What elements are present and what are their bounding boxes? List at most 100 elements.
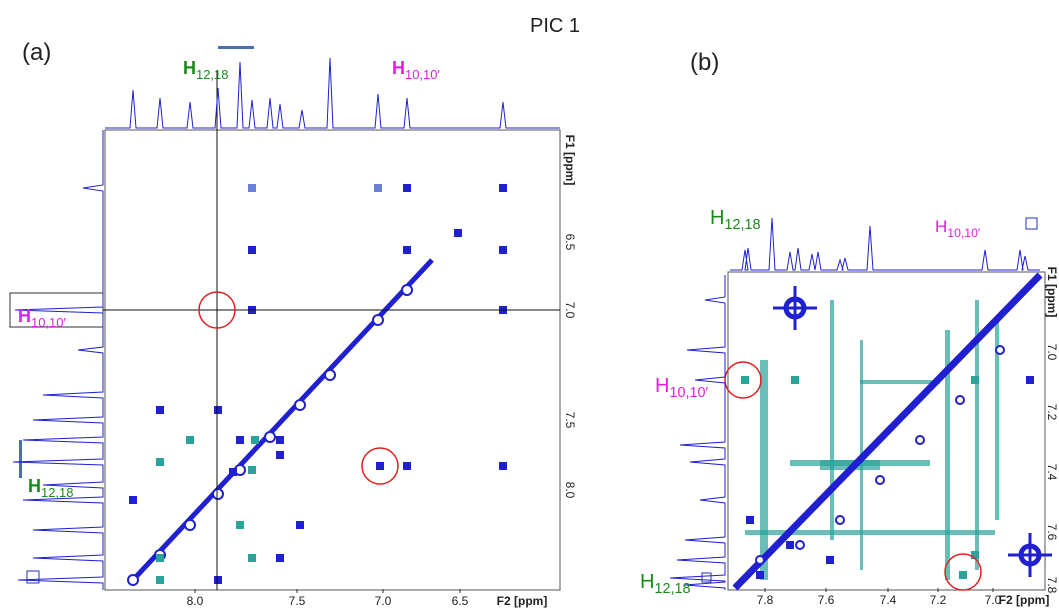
spectrum-1d xyxy=(12,130,104,590)
cross-peak xyxy=(826,556,834,564)
y-tick-label: 7.4 xyxy=(1045,464,1059,481)
cross-peak xyxy=(236,436,244,444)
marker xyxy=(218,46,254,49)
peak-label: H10,10′ xyxy=(655,375,708,401)
cross-peak xyxy=(248,554,256,562)
spectrum-1d xyxy=(730,217,1040,271)
cross-peak xyxy=(499,184,507,192)
diag-peak xyxy=(264,431,276,443)
cross-peak xyxy=(499,462,507,470)
panel-label: (b) xyxy=(690,49,719,76)
peak-label: H10,10′ xyxy=(18,306,66,330)
y-tick-label: 7.0 xyxy=(1045,344,1059,361)
diag-peak xyxy=(372,314,384,326)
cross-peak xyxy=(276,451,284,459)
cross-peak xyxy=(1018,543,1042,567)
label-base: H xyxy=(640,571,654,593)
cross-peak xyxy=(276,554,284,562)
marker xyxy=(19,440,22,478)
cross-peak xyxy=(214,576,222,584)
cross-peak xyxy=(229,468,237,476)
diag-peak xyxy=(875,475,885,485)
peak-label: H12,18 xyxy=(183,58,228,82)
cross-peak xyxy=(214,406,222,414)
cross-peak xyxy=(971,551,979,559)
diag-peak xyxy=(795,540,805,550)
noise xyxy=(945,330,950,580)
cross-peak xyxy=(1008,533,1052,577)
cross-peak xyxy=(129,496,137,504)
diag-peak xyxy=(184,519,196,531)
label-base: H xyxy=(183,58,196,78)
axis-title: F1 [ppm] xyxy=(563,135,577,186)
x-tick-label: 7.5 xyxy=(289,594,306,608)
y-tick-label: 7.0 xyxy=(563,302,577,319)
y-tick-label: 6.5 xyxy=(563,234,577,251)
cross-peak xyxy=(156,576,164,584)
cross-peak xyxy=(248,246,256,254)
cross-peak xyxy=(374,184,382,192)
cross-peak xyxy=(454,229,462,237)
figure-title: PIC 1 xyxy=(530,15,580,37)
cross-peak xyxy=(786,541,794,549)
label-base: H xyxy=(28,476,41,496)
label-base: H xyxy=(710,207,724,229)
axis-title: F2 [ppm] xyxy=(497,594,548,608)
highlight xyxy=(944,553,982,591)
cross-peak xyxy=(741,376,749,384)
label-sub: 10,10′ xyxy=(405,67,440,82)
icon xyxy=(26,570,40,584)
noise xyxy=(975,300,979,570)
cross-peak xyxy=(403,462,411,470)
highlight xyxy=(724,361,762,399)
cross-peak xyxy=(499,246,507,254)
diag-peak xyxy=(212,488,224,500)
diag-peak xyxy=(324,369,336,381)
cross-peak xyxy=(773,286,817,330)
y-tick-label: 7.8 xyxy=(1045,577,1059,594)
cross-peak xyxy=(248,184,256,192)
cross-peak xyxy=(783,296,807,320)
plot-frame xyxy=(727,271,1046,591)
peak-label: H12,18 xyxy=(710,207,760,233)
label-sub: 12,18 xyxy=(41,485,73,500)
cross-peak xyxy=(236,521,244,529)
x-tick-label: 6.5 xyxy=(452,594,469,608)
cross-peak xyxy=(403,246,411,254)
cross-peak xyxy=(403,184,411,192)
cross-peak xyxy=(186,436,194,444)
cross-peak xyxy=(296,521,304,529)
noise xyxy=(995,320,999,520)
spectrum-1d xyxy=(669,275,726,590)
cross-peaks xyxy=(127,184,507,586)
y-tick-label: 7.5 xyxy=(563,412,577,429)
x-tick-label: 7.4 xyxy=(880,593,897,607)
label-sub: 10,10′ xyxy=(31,315,66,330)
cross-peak xyxy=(156,458,164,466)
x-tick-label: 8.0 xyxy=(187,594,204,608)
x-tick-label: 7.0 xyxy=(375,594,392,608)
diag-peak xyxy=(995,345,1005,355)
diag-peak xyxy=(294,399,306,411)
cross-peak xyxy=(376,462,384,470)
cross-peaks xyxy=(732,272,1052,591)
cross-peak xyxy=(276,436,284,444)
label-sub: 12,18 xyxy=(196,67,228,82)
label-sub: 12,18 xyxy=(724,217,760,233)
cross-peak xyxy=(959,571,967,579)
cross-peak xyxy=(1026,376,1034,384)
label-base: H xyxy=(655,375,669,397)
cross-peak xyxy=(971,376,979,384)
spectrum-1d xyxy=(105,57,560,129)
cross-peak xyxy=(248,466,256,474)
noise xyxy=(860,380,940,384)
peak-label: H12,18 xyxy=(640,571,690,597)
label-base: H xyxy=(18,306,31,326)
peak-label: H10,10′ xyxy=(392,58,440,82)
peak-label: H10,10′ xyxy=(935,217,981,240)
diag-peak xyxy=(915,435,925,445)
x-tick-label: 7.6 xyxy=(818,593,835,607)
x-tick-label: 7.8 xyxy=(757,593,774,607)
x-tick-label: 7.0 xyxy=(985,593,1002,607)
